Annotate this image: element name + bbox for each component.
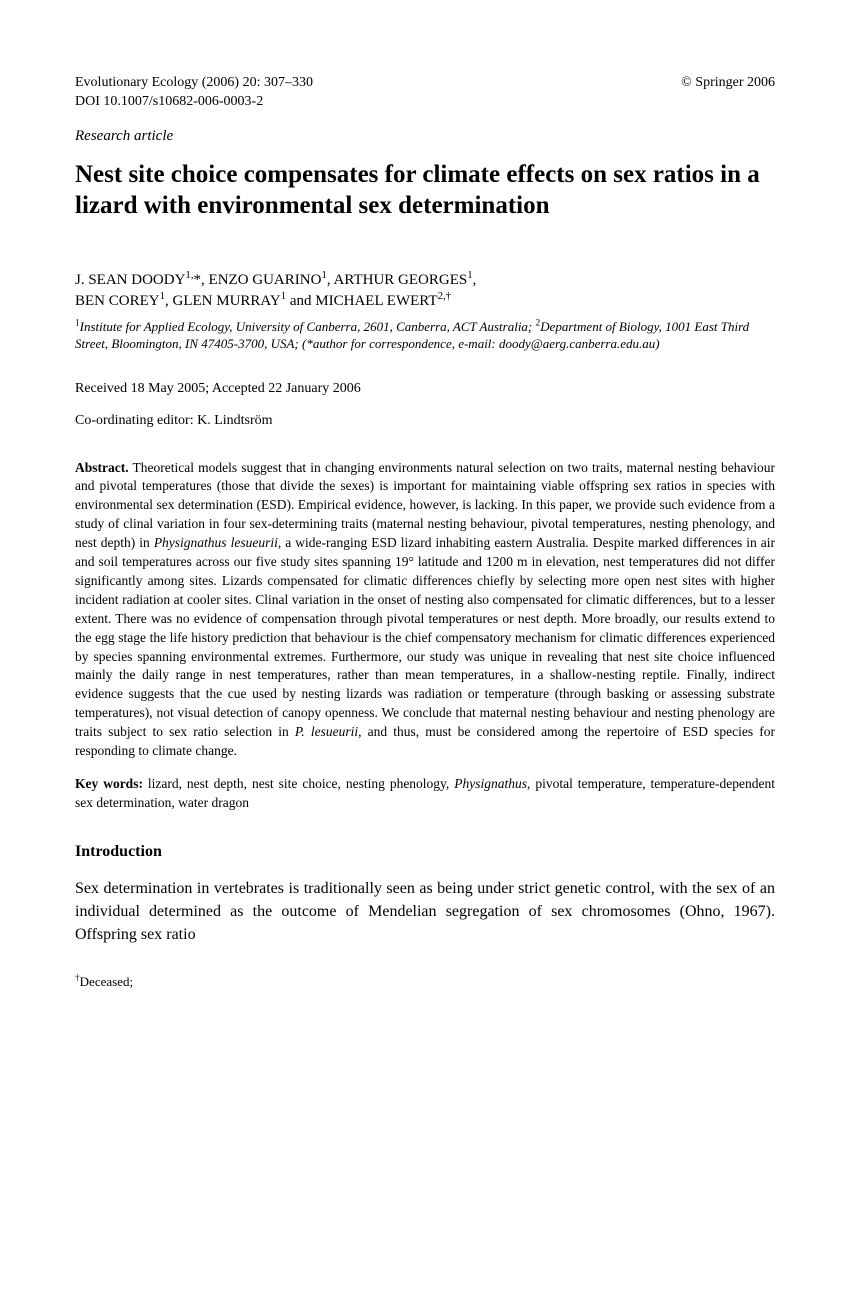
copyright: © Springer 2006	[681, 75, 775, 91]
author-text: , ARTHUR GEORGES	[327, 272, 467, 288]
journal-info: Evolutionary Ecology (2006) 20: 307–330	[75, 75, 313, 91]
header-row: Evolutionary Ecology (2006) 20: 307–330 …	[75, 75, 775, 91]
abstract-label: Abstract.	[75, 460, 129, 475]
editor: Co-ordinating editor: K. Lindtsröm	[75, 413, 775, 429]
intro-paragraph: Sex determination in vertebrates is trad…	[75, 877, 775, 947]
author-sup: 1,	[185, 269, 193, 281]
author-text: and MICHAEL EWERT	[286, 293, 437, 309]
species-name: Physignathus lesueurii	[154, 535, 278, 550]
author-text: *, ENZO GUARINO	[194, 272, 322, 288]
footnote-text: Deceased;	[80, 974, 133, 989]
keywords-text: lizard, nest depth, nest site choice, ne…	[143, 776, 454, 791]
author-text: BEN COREY	[75, 293, 160, 309]
author-text: ,	[473, 272, 477, 288]
author-text: , GLEN MURRAY	[165, 293, 281, 309]
keywords: Key words: lizard, nest depth, nest site…	[75, 775, 775, 813]
doi: DOI 10.1007/s10682-006-0003-2	[75, 94, 775, 110]
abstract: Abstract. Theoretical models suggest tha…	[75, 459, 775, 761]
footnote: †Deceased;	[75, 974, 775, 990]
page-content: Evolutionary Ecology (2006) 20: 307–330 …	[0, 0, 850, 1050]
author-text: J. SEAN DOODY	[75, 272, 185, 288]
article-title: Nest site choice compensates for climate…	[75, 159, 775, 222]
authors: J. SEAN DOODY1,*, ENZO GUARINO1, ARTHUR …	[75, 270, 775, 312]
intro-heading: Introduction	[75, 843, 775, 861]
abstract-text: , a wide-ranging ESD lizard inhabiting e…	[75, 535, 775, 739]
keywords-label: Key words:	[75, 776, 143, 791]
article-type: Research article	[75, 128, 775, 145]
species-name: P. lesueurii	[295, 724, 358, 739]
affiliation-text: Institute for Applied Ecology, Universit…	[80, 319, 536, 334]
genus-name: Physignathus	[454, 776, 527, 791]
author-sup: 2,†	[438, 290, 452, 302]
dates: Received 18 May 2005; Accepted 22 Januar…	[75, 381, 775, 397]
affiliations: 1Institute for Applied Ecology, Universi…	[75, 318, 775, 353]
